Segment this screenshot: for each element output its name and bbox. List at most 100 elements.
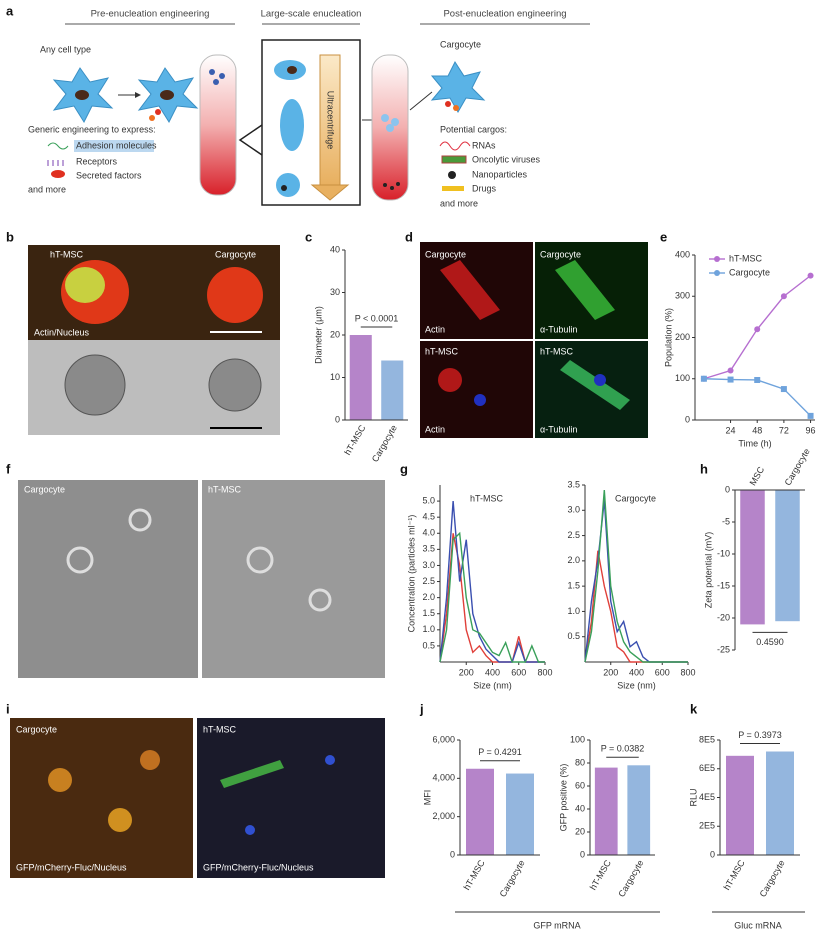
- y-tick-label: 2E5: [699, 821, 715, 831]
- y-tick-label: 6E5: [699, 763, 715, 773]
- image-label: Cargocyte: [16, 724, 57, 734]
- x-tick-label: 72: [779, 425, 789, 435]
- cell-type-label: Any cell type: [40, 44, 91, 54]
- y-tick-label: 2,000: [432, 811, 455, 821]
- y-tick-label: 1.0: [567, 606, 580, 616]
- x-tick-label: hT-MSC: [588, 858, 613, 892]
- x-tick-label: hT-MSC: [722, 858, 747, 892]
- bar: [766, 751, 794, 855]
- image-label: Cargocyte: [215, 249, 256, 259]
- panel-letter: h: [700, 461, 708, 476]
- image-label: hT-MSC: [425, 346, 459, 356]
- panel-letter: d: [405, 229, 413, 244]
- image-label: hT-MSC: [203, 724, 237, 734]
- panel-letter: b: [6, 229, 14, 244]
- series-line: [439, 531, 545, 663]
- y-axis-label: MFI: [422, 790, 432, 806]
- y-tick-label: 8E5: [699, 734, 715, 744]
- x-tick-label: hT-MSC: [462, 858, 487, 892]
- x-tick-label: 800: [537, 667, 552, 677]
- stain-label: Actin: [425, 424, 445, 434]
- y-tick-label: 30: [330, 287, 340, 297]
- y-tick-label: 10: [330, 372, 340, 382]
- y-tick-label: 6,000: [432, 734, 455, 744]
- y-tick-label: 1.5: [422, 608, 435, 618]
- x-tick-label: 48: [752, 425, 762, 435]
- point: [754, 326, 761, 333]
- y-tick-label: 2.0: [422, 592, 435, 602]
- y-tick-label: 2.0: [567, 555, 580, 565]
- stain-label: Actin/Nucleus: [34, 327, 90, 337]
- image-label: hT-MSC: [50, 249, 84, 259]
- y-tick-label: 0: [335, 414, 340, 424]
- annotation: P = 0.3973: [738, 730, 782, 740]
- cargos-title: Potential cargos:: [440, 124, 507, 134]
- y-tick-label: 80: [575, 757, 585, 767]
- engineering-item: Adhesion molecules: [76, 140, 157, 150]
- stain-label: α-Tubulin: [540, 424, 577, 434]
- stain-label: Actin: [425, 324, 445, 334]
- bar: [627, 765, 651, 855]
- series-line: [703, 378, 812, 417]
- x-axis-label: Size (nm): [473, 680, 512, 690]
- x-tick-label: Cargocyte: [758, 858, 787, 899]
- bar: [775, 490, 800, 622]
- panel-letter: g: [400, 461, 408, 476]
- stain-label: GFP/mCherry-Fluc/Nucleus: [16, 862, 127, 872]
- y-tick-label: 4E5: [699, 792, 715, 802]
- x-tick-label: 24: [726, 425, 736, 435]
- chart-title: hT-MSC: [470, 493, 504, 503]
- cargo-item: Drugs: [472, 183, 497, 193]
- x-tick-label: 200: [603, 667, 618, 677]
- annotation: P = 0.4291: [478, 747, 522, 757]
- bar: [740, 490, 765, 625]
- image-label: hT-MSC: [208, 484, 242, 494]
- y-axis-label: GFP positive (%): [558, 764, 568, 832]
- image-label: Cargocyte: [24, 484, 65, 494]
- y-tick-label: 4,000: [432, 773, 455, 783]
- y-tick-label: 4.0: [422, 528, 435, 538]
- x-tick-label: 400: [629, 667, 644, 677]
- legend-marker: [714, 270, 720, 276]
- cargo-item: Nanoparticles: [472, 169, 528, 179]
- panel-letter: f: [6, 461, 11, 476]
- point: [780, 386, 787, 393]
- bar: [466, 768, 494, 855]
- y-tick-label: 0.5: [567, 631, 580, 641]
- series-line: [439, 501, 545, 663]
- image-label: Cargocyte: [540, 249, 581, 259]
- stain-label: GFP/mCherry-Fluc/Nucleus: [203, 862, 314, 872]
- y-tick-label: 100: [675, 373, 690, 383]
- image-label: Cargocyte: [425, 249, 466, 259]
- panel-letter: c: [305, 229, 312, 244]
- engineering-item: Receptors: [76, 156, 118, 166]
- x-tick-label: Cargocyte: [783, 447, 812, 488]
- annotation: 0.4590: [756, 637, 784, 647]
- legend-marker: [714, 256, 720, 262]
- y-tick-label: 0: [685, 414, 690, 424]
- y-tick-label: 0: [710, 849, 715, 859]
- and-more: and more: [28, 184, 66, 194]
- y-tick-label: 5.0: [422, 495, 435, 505]
- x-tick-label: 800: [680, 667, 695, 677]
- y-tick-label: 60: [575, 780, 585, 790]
- engineering-item: Secreted factors: [76, 170, 142, 180]
- and-more: and more: [440, 198, 478, 208]
- group-label: Gluc mRNA: [734, 920, 782, 930]
- y-axis-label: Diameter (μm): [313, 306, 323, 364]
- panel-letter: j: [419, 701, 424, 716]
- panel-a-art: [47, 39, 486, 206]
- legend-label: Cargocyte: [729, 267, 770, 277]
- panel-letter: a: [6, 3, 14, 18]
- x-tick-label: MSC: [748, 464, 767, 487]
- x-axis-label: Size (nm): [617, 680, 656, 690]
- x-tick-label: 200: [459, 667, 474, 677]
- point: [727, 376, 734, 383]
- y-tick-label: 1.5: [567, 581, 580, 591]
- y-tick-label: 40: [330, 244, 340, 254]
- y-tick-label: -15: [717, 580, 730, 590]
- y-tick-label: 3.5: [422, 544, 435, 554]
- y-tick-label: 20: [575, 826, 585, 836]
- y-tick-label: 4.5: [422, 512, 435, 522]
